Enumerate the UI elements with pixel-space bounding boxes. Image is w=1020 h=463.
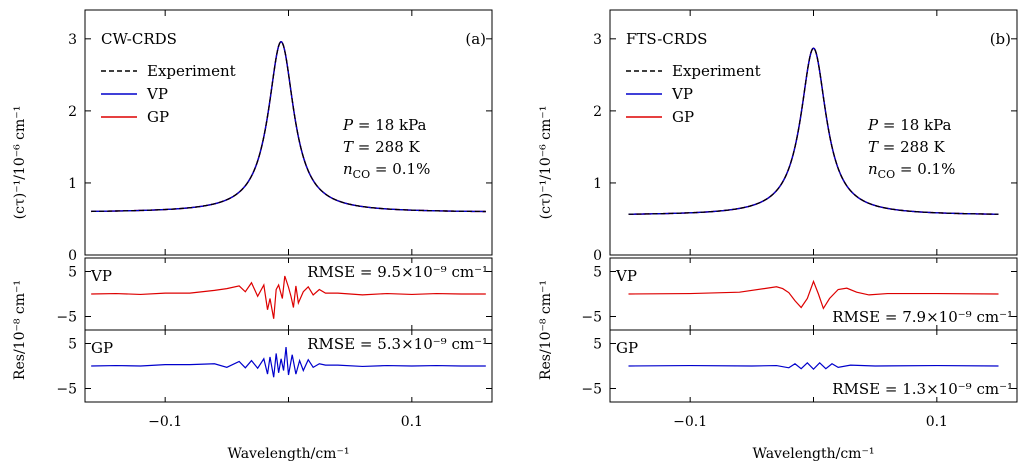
panel-b: 0 1 2 3 FTS-CRDS (b) Experiment VP GP P = 18 kPa T… [538,9,1018,462]
y-tick-label: 0 [68,248,77,264]
method-label: CW-CRDS [101,30,177,48]
residual-line [628,279,999,310]
residual-panel-vp: 5 −5 VP RMSE = 7.9×10⁻⁹ cm⁻¹ [581,257,1018,331]
residual-y-axis-label: Res/10⁻⁸ cm⁻¹ [12,280,28,380]
y-tick-label: 1 [593,176,602,192]
res-y-tick-label: 5 [68,337,77,353]
rmse-label: RMSE = 9.5×10⁻⁹ cm⁻¹ [307,263,488,281]
y-tick-label: 0 [593,248,602,264]
res-y-tick-label: −5 [56,382,77,398]
rmse-label: RMSE = 1.3×10⁻⁹ cm⁻¹ [832,380,1013,398]
y-tick-label: 3 [68,32,77,48]
residual-panel-gp: 5 −5 GP RMSE = 1.3×10⁻⁹ cm⁻¹ [581,329,1018,403]
x-tick-label: 0.1 [926,414,948,430]
series-line-vp [628,47,999,215]
panel-label: (a) [465,30,486,48]
legend-label: VP [146,85,168,103]
x-axis-label: Wavelength/cm⁻¹ [753,446,875,462]
rmse-label: RMSE = 5.3×10⁻⁹ cm⁻¹ [307,335,488,353]
y-tick-label: 2 [68,104,77,120]
residual-line [91,275,486,319]
condition-concentration: nCO = 0.1% [343,160,430,181]
legend-label: GP [672,108,694,126]
condition-pressure: P = 18 kPa [342,116,427,134]
y-tick-label: 1 [68,176,77,192]
condition-concentration: nCO = 0.1% [868,160,955,181]
residual-model-label: GP [616,339,638,357]
x-tick-label: −0.1 [148,414,182,430]
condition-temperature: T = 288 K [868,138,946,156]
rmse-label: RMSE = 7.9×10⁻⁹ cm⁻¹ [832,308,1013,326]
res-y-tick-label: 5 [593,265,602,281]
x-axis-label: Wavelength/cm⁻¹ [228,446,350,462]
residual-model-label: VP [615,267,637,285]
x-tick-label: −0.1 [673,414,707,430]
x-tick-label: 0.1 [401,414,423,430]
y-axis-label: (cτ)⁻¹/10⁻⁶ cm⁻¹ [538,106,554,220]
y-axis-label: (cτ)⁻¹/10⁻⁶ cm⁻¹ [12,106,28,220]
residual-panel-gp: 5 −5 GP RMSE = 5.3×10⁻⁹ cm⁻¹ [56,329,493,403]
panel-a: 0 1 2 3 CW-CRDS (a) Experiment VP GP P = 18 kPa T … [12,9,493,462]
residual-model-label: VP [90,267,112,285]
residual-y-axis-label: Res/10⁻⁸ cm⁻¹ [538,280,554,380]
method-label: FTS-CRDS [626,30,707,48]
res-y-tick-label: 5 [593,337,602,353]
res-y-tick-label: −5 [56,310,77,326]
y-tick-label: 2 [593,104,602,120]
res-y-tick-label: 5 [68,265,77,281]
series-line-experiment [91,41,486,213]
res-y-tick-label: −5 [581,310,602,326]
residual-model-label: GP [91,339,113,357]
residual-line [91,347,486,378]
legend-label: Experiment [147,62,236,80]
residual-panel-vp: 5 −5 VP RMSE = 9.5×10⁻⁹ cm⁻¹ [56,257,493,331]
residual-line [628,362,999,371]
legend-label: GP [147,108,169,126]
legend-label: Experiment [672,62,761,80]
legend-label: VP [671,85,693,103]
y-tick-label: 3 [593,32,602,48]
res-y-tick-label: −5 [581,382,602,398]
condition-pressure: P = 18 kPa [867,116,952,134]
panel-label: (b) [990,30,1011,48]
condition-temperature: T = 288 K [343,138,421,156]
